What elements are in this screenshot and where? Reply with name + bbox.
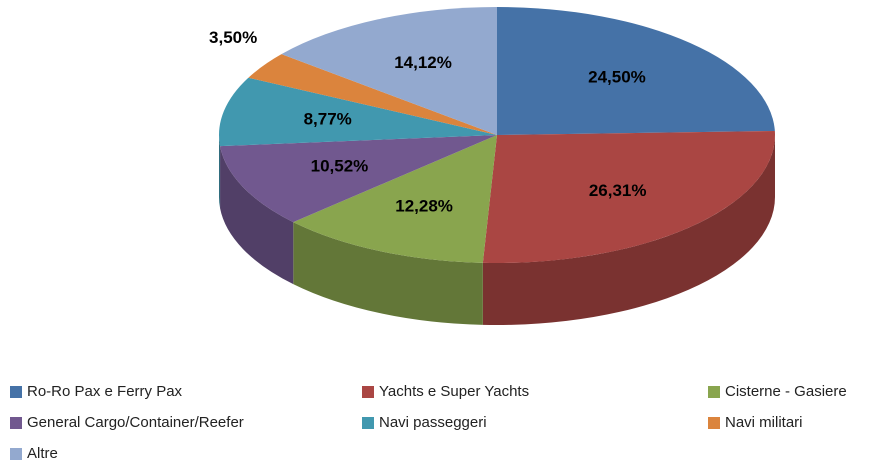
slice-side <box>482 135 775 325</box>
value-label: 8,77% <box>304 110 352 129</box>
slice <box>220 135 497 223</box>
legend-label: Navi passeggeri <box>379 414 487 431</box>
value-label: 10,52% <box>311 157 369 176</box>
legend-swatch <box>708 417 720 429</box>
value-label: 12,28% <box>395 196 453 215</box>
slice <box>281 7 497 135</box>
legend-swatch <box>708 386 720 398</box>
slice <box>497 7 775 135</box>
legend-label: Altre <box>27 445 58 462</box>
legend-label: Cisterne - Gasiere <box>725 383 847 400</box>
legend-swatch <box>10 417 22 429</box>
slice-side <box>293 222 483 325</box>
legend-label: Navi militari <box>725 414 803 431</box>
slice <box>293 135 497 263</box>
legend-label: Ro-Ro Pax e Ferry Pax <box>27 383 183 400</box>
slice <box>248 54 497 135</box>
legend-swatch <box>362 417 374 429</box>
value-label: 14,12% <box>394 53 452 72</box>
legend-label: General Cargo/Container/Reefer <box>27 414 244 431</box>
slice <box>218 77 497 147</box>
value-label: 24,50% <box>588 67 646 86</box>
slice-side <box>219 135 221 209</box>
slice-side <box>220 146 294 285</box>
slice <box>482 130 776 264</box>
value-label: 3,50% <box>209 28 257 47</box>
legend-swatch <box>362 386 374 398</box>
legend-swatch <box>10 448 22 460</box>
value-label: 26,31% <box>589 181 647 200</box>
legend-label: Yachts e Super Yachts <box>379 383 529 400</box>
legend-swatch <box>10 386 22 398</box>
